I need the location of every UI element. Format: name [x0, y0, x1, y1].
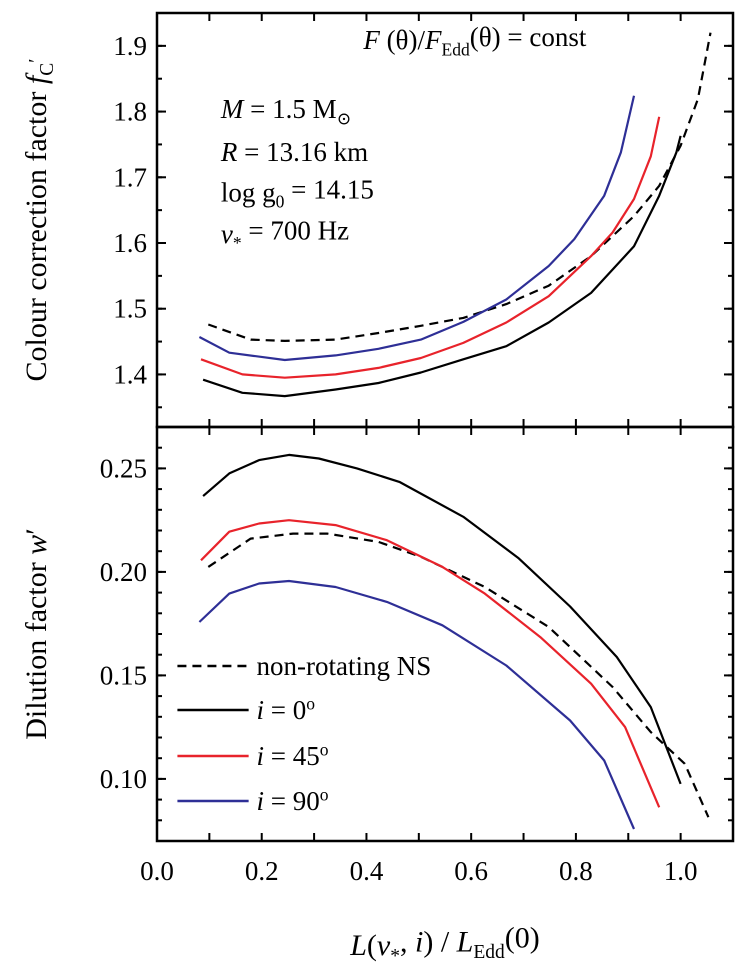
y-tick-label: 1.5 — [113, 294, 147, 324]
legend-label-part: i — [256, 786, 264, 816]
series-line-i45 — [200, 116, 661, 379]
x-axis-title-part: i — [415, 925, 423, 958]
x-axis-title-part: ν — [377, 929, 391, 962]
y-tick-label: 1.4 — [113, 359, 147, 389]
x-axis-title-part: L — [349, 929, 367, 962]
x-axis-title-part: ) / — [423, 925, 456, 958]
annotation: M = 1.5 M⊙ — [220, 94, 351, 128]
x-axis-title-part: (0) — [505, 922, 540, 955]
y-tick-label: 1.9 — [113, 31, 147, 61]
legend-label: i = 45o — [256, 739, 328, 771]
y-axis-title-part: ′ — [20, 528, 53, 535]
legend-item-i0: i = 0o — [177, 693, 315, 725]
annotation-part: ν — [221, 219, 233, 249]
y-tick-label: 0.15 — [100, 660, 147, 690]
y-axis-title: Colour correction factor fC′ — [20, 58, 58, 381]
x-tick-label: 0.4 — [350, 856, 384, 886]
legend-label-part: non-rotating NS — [256, 651, 431, 681]
x-axis-title: L(ν*, i) / LEdd(0) — [349, 922, 540, 967]
annotation-part: * — [233, 233, 242, 253]
y-axis-title-part: Dilution factor — [20, 555, 53, 740]
x-axis-title-part: Edd — [473, 942, 505, 963]
legend-label-part: o — [320, 784, 329, 804]
x-tick-label: 0.8 — [559, 856, 593, 886]
annotation-part: log g — [221, 178, 276, 208]
legend-label: i = 90o — [256, 784, 328, 816]
y-axis-title-part: ′ — [26, 58, 47, 62]
x-axis-title-part: L — [456, 925, 474, 958]
y-axis-title-part: Colour correction factor — [20, 84, 53, 381]
annotation-part: ⊙ — [337, 108, 352, 128]
legend-label-part: i — [256, 695, 264, 725]
x-axis-title-part: ( — [367, 929, 377, 962]
series-line-i0 — [202, 135, 682, 398]
annotation-part: R — [220, 137, 238, 167]
annotation-part: (θ) = const — [470, 22, 587, 52]
y-tick-label: 0.10 — [100, 764, 147, 794]
y-tick-label: 1.8 — [113, 97, 147, 127]
annotation-part: M — [220, 94, 245, 124]
legend-label-part: i — [256, 741, 264, 771]
legend-label: non-rotating NS — [256, 651, 431, 681]
series-line-i90 — [198, 579, 636, 830]
x-tick-label: 0.2 — [245, 856, 279, 886]
annotation-part: = 13.16 km — [237, 137, 368, 167]
legend-label-part: o — [306, 693, 315, 713]
annotation-part: 0 — [276, 192, 285, 212]
x-axis-title-part: , — [400, 925, 415, 958]
annotation-part: = 700 Hz — [242, 216, 349, 246]
x-tick-label: 0.0 — [140, 856, 174, 886]
annotation-part: Edd — [441, 39, 469, 59]
legend-label-part: = 90 — [264, 786, 320, 816]
annotation-part: F — [362, 25, 380, 55]
x-tick-label: 1.0 — [664, 856, 698, 886]
x-axis-title-part: * — [390, 946, 400, 967]
annotation: log g0 = 14.15 — [221, 174, 374, 211]
y-tick-label: 0.20 — [100, 557, 147, 587]
legend-item-nonrot: non-rotating NS — [177, 651, 431, 681]
series-line-nonrot — [207, 532, 710, 818]
y-axis-title-part: w — [20, 535, 53, 555]
series-line-i0 — [202, 453, 682, 785]
annotation-part: F — [424, 25, 442, 55]
legend-item-i45: i = 45o — [177, 739, 329, 771]
plot-frame — [155, 425, 735, 843]
annotation-part: (θ)/ — [380, 25, 426, 55]
y-axis-title: Dilution factor w′ — [20, 528, 53, 740]
y-tick-label: 0.25 — [100, 453, 147, 483]
series-line-i90 — [198, 95, 636, 362]
annotation: ν* = 700 Hz — [221, 216, 349, 253]
y-axis-title-part: C — [37, 63, 58, 76]
panel-colour-correction: 1.4 1.5 1.6 1.7 1.8 1.9 Colour correction fact… — [20, 11, 735, 429]
annotation: R = 13.16 km — [220, 137, 368, 167]
legend-label-part: = 0 — [264, 695, 306, 725]
legend-label: i = 0o — [256, 693, 315, 725]
y-tick-label: 1.6 — [113, 228, 147, 258]
annotation-part: = 1.5 M — [243, 94, 336, 124]
annotation: F (θ)/FEdd(θ) = const — [362, 22, 587, 59]
y-tick-label: 1.7 — [113, 162, 147, 192]
legend-label-part: o — [320, 739, 329, 759]
x-tick-label: 0.6 — [454, 856, 488, 886]
panel-dilution: 0.10 0.15 0.20 0.25 Dilution factor w′ — [20, 425, 735, 843]
series-line-i45 — [200, 519, 661, 808]
legend-label-part: = 45 — [264, 741, 320, 771]
annotation-part: = 14.15 — [284, 174, 373, 204]
legend-item-i90: i = 90o — [177, 784, 329, 816]
